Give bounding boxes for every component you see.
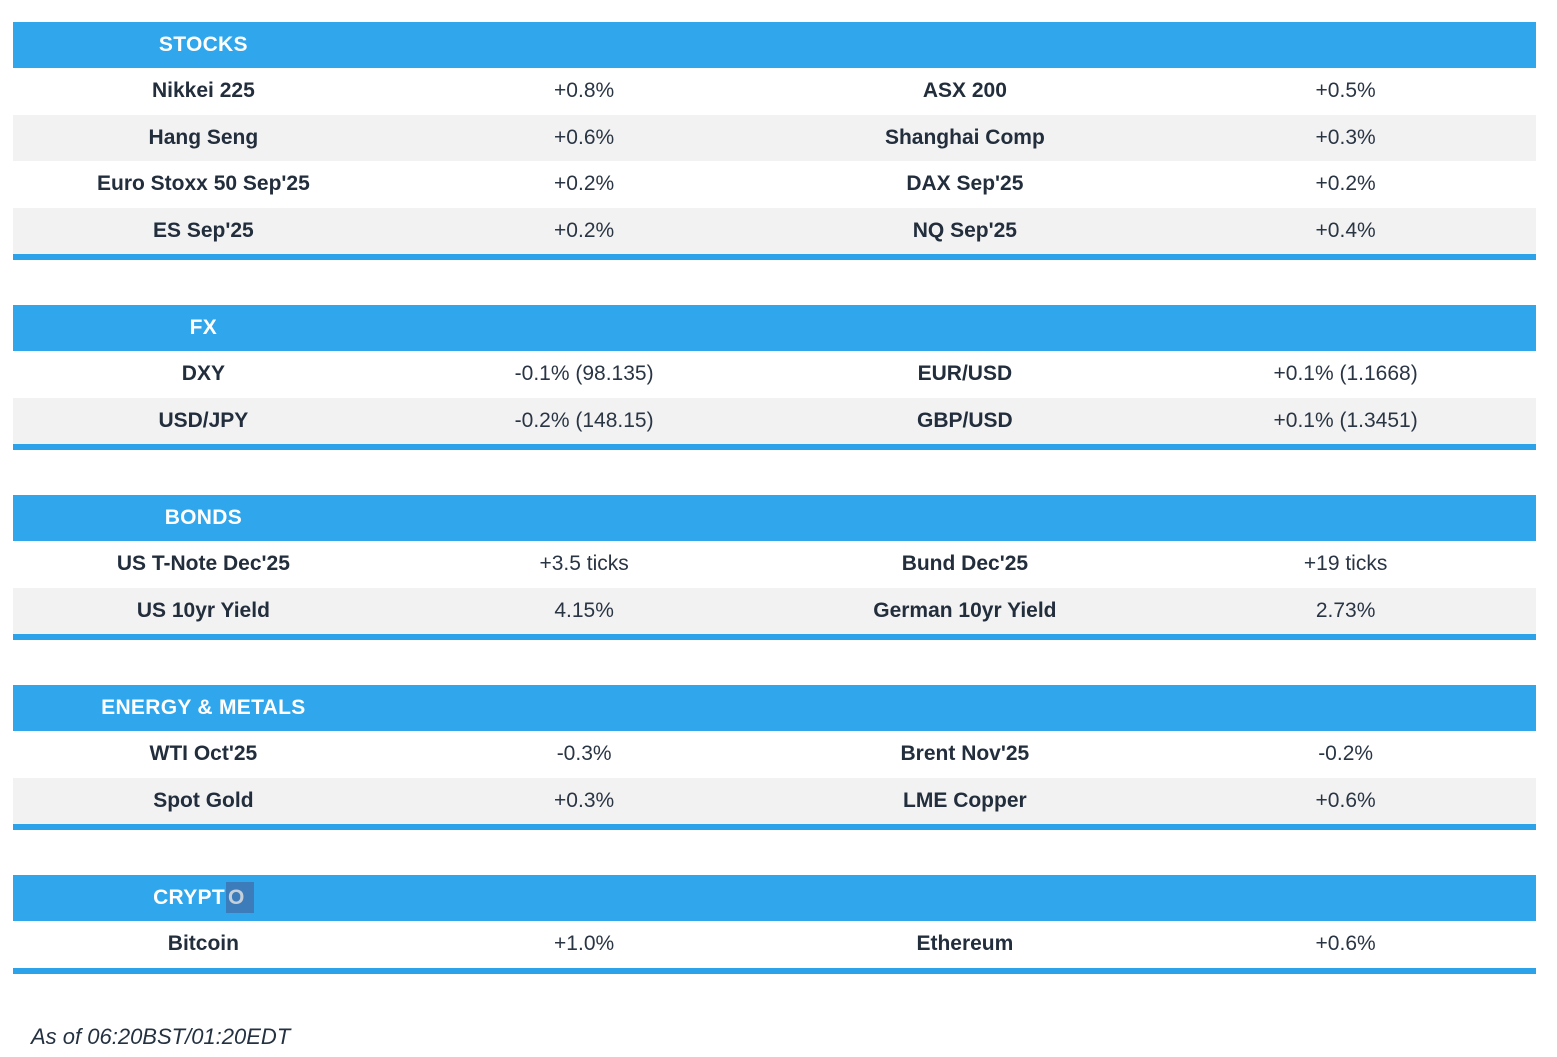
instrument-label: Spot Gold <box>153 788 254 812</box>
section-bonds: BONDS US T-Note Dec'25 +3.5 ticks Bund D… <box>13 495 1536 640</box>
instrument-label: Hang Seng <box>148 125 259 149</box>
instrument-value: -0.3% <box>556 742 612 766</box>
section-header: BONDS <box>13 495 1536 541</box>
instrument-label: Shanghai Comp <box>884 125 1045 149</box>
section-body: WTI Oct'25 -0.3% Brent Nov'25 -0.2% Spot… <box>13 731 1536 824</box>
instrument-value: +0.6% <box>1315 788 1376 812</box>
instrument-value: +0.6% <box>1315 932 1376 956</box>
instrument-label: DAX Sep'25 <box>906 172 1024 196</box>
instrument-value: +19 ticks <box>1303 552 1388 576</box>
market-wrap-table: STOCKS Nikkei 225 +0.8% ASX 200 +0.5% Ha… <box>13 22 1536 1050</box>
section-body: Nikkei 225 +0.8% ASX 200 +0.5% Hang Seng… <box>13 68 1536 254</box>
instrument-value: +0.2% <box>554 172 615 196</box>
instrument-label: ES Sep'25 <box>153 218 254 242</box>
instrument-value: +0.2% <box>554 218 615 242</box>
section-title: BONDS <box>164 506 243 529</box>
market-row: Spot Gold +0.3% LME Copper +0.6% <box>13 777 1536 824</box>
section-divider <box>13 254 1536 260</box>
section-fx: FX DXY -0.1% (98.135) EUR/USD +0.1% (1.1… <box>13 305 1536 450</box>
section-crypto: CRYPT O Bitcoin +1.0% Ethereum +0.6% <box>13 875 1536 974</box>
market-row: Nikkei 225 +0.8% ASX 200 +0.5% <box>13 68 1536 115</box>
instrument-value: 2.73% <box>1315 598 1376 622</box>
section-stocks: STOCKS Nikkei 225 +0.8% ASX 200 +0.5% Ha… <box>13 22 1536 260</box>
instrument-label: ASX 200 <box>922 79 1007 103</box>
instrument-label: WTI Oct'25 <box>149 742 258 766</box>
market-row: USD/JPY -0.2% (148.15) GBP/USD +0.1% (1.… <box>13 397 1536 444</box>
section-divider <box>13 634 1536 640</box>
instrument-value: +0.5% <box>1315 79 1376 103</box>
text-selection-highlight[interactable]: O <box>226 882 254 913</box>
instrument-label: Bitcoin <box>167 932 239 956</box>
section-header: ENERGY & METALS <box>13 685 1536 731</box>
instrument-value: -0.2% (148.15) <box>514 408 654 432</box>
section-title: STOCKS <box>158 33 248 56</box>
section-header: CRYPT O <box>13 875 1536 921</box>
instrument-label: US 10yr Yield <box>136 598 270 622</box>
section-body: US T-Note Dec'25 +3.5 ticks Bund Dec'25 … <box>13 541 1536 634</box>
market-row: ES Sep'25 +0.2% NQ Sep'25 +0.4% <box>13 207 1536 254</box>
instrument-label: DXY <box>181 362 225 386</box>
section-divider <box>13 824 1536 830</box>
section-divider <box>13 967 1536 974</box>
instrument-value: +0.6% <box>554 125 615 149</box>
instrument-value: +0.2% <box>1315 172 1376 196</box>
instrument-value: +0.1% (1.3451) <box>1273 408 1418 432</box>
instrument-label: EUR/USD <box>917 362 1013 386</box>
instrument-label: GBP/USD <box>917 408 1013 432</box>
section-header: STOCKS <box>13 22 1536 68</box>
market-row: WTI Oct'25 -0.3% Brent Nov'25 -0.2% <box>13 731 1536 778</box>
instrument-label: USD/JPY <box>158 408 249 432</box>
section-title-text: CRYPT <box>153 886 225 909</box>
instrument-value: +0.3% <box>1315 125 1376 149</box>
instrument-value: +0.1% (1.1668) <box>1273 362 1418 386</box>
instrument-label: Ethereum <box>916 932 1014 956</box>
instrument-value: +0.4% <box>1315 218 1376 242</box>
section-title: CRYPT O <box>13 882 394 913</box>
instrument-value: -0.2% <box>1318 742 1374 766</box>
section-energy-metals: ENERGY & METALS WTI Oct'25 -0.3% Brent N… <box>13 685 1536 830</box>
instrument-label: US T-Note Dec'25 <box>116 552 290 576</box>
instrument-value: +0.3% <box>554 788 615 812</box>
instrument-label: Euro Stoxx 50 Sep'25 <box>97 172 310 196</box>
instrument-value: -0.1% (98.135) <box>514 362 654 386</box>
instrument-value: +1.0% <box>554 932 615 956</box>
instrument-label: Nikkei 225 <box>152 79 255 103</box>
section-header: FX <box>13 305 1536 351</box>
section-title: FX <box>189 316 218 339</box>
instrument-value: 4.15% <box>554 598 614 622</box>
section-divider <box>13 444 1536 450</box>
instrument-label: NQ Sep'25 <box>912 218 1017 242</box>
section-body: Bitcoin +1.0% Ethereum +0.6% <box>13 921 1536 968</box>
instrument-value: +0.8% <box>554 79 615 103</box>
market-row: Hang Seng +0.6% Shanghai Comp +0.3% <box>13 114 1536 161</box>
section-title: ENERGY & METALS <box>101 696 306 719</box>
instrument-label: LME Copper <box>903 788 1027 812</box>
market-row: Bitcoin +1.0% Ethereum +0.6% <box>13 921 1536 968</box>
market-row: Euro Stoxx 50 Sep'25 +0.2% DAX Sep'25 +0… <box>13 161 1536 208</box>
instrument-label: Bund Dec'25 <box>901 552 1029 576</box>
instrument-label: German 10yr Yield <box>873 598 1057 622</box>
market-row: DXY -0.1% (98.135) EUR/USD +0.1% (1.1668… <box>13 351 1536 398</box>
footer-timestamp: As of 06:20BST/01:20EDT <box>31 1023 291 1049</box>
instrument-label: Brent Nov'25 <box>900 742 1030 766</box>
market-row: US T-Note Dec'25 +3.5 ticks Bund Dec'25 … <box>13 541 1536 588</box>
section-body: DXY -0.1% (98.135) EUR/USD +0.1% (1.1668… <box>13 351 1536 444</box>
market-row: US 10yr Yield 4.15% German 10yr Yield 2.… <box>13 587 1536 634</box>
instrument-value: +3.5 ticks <box>539 552 629 576</box>
